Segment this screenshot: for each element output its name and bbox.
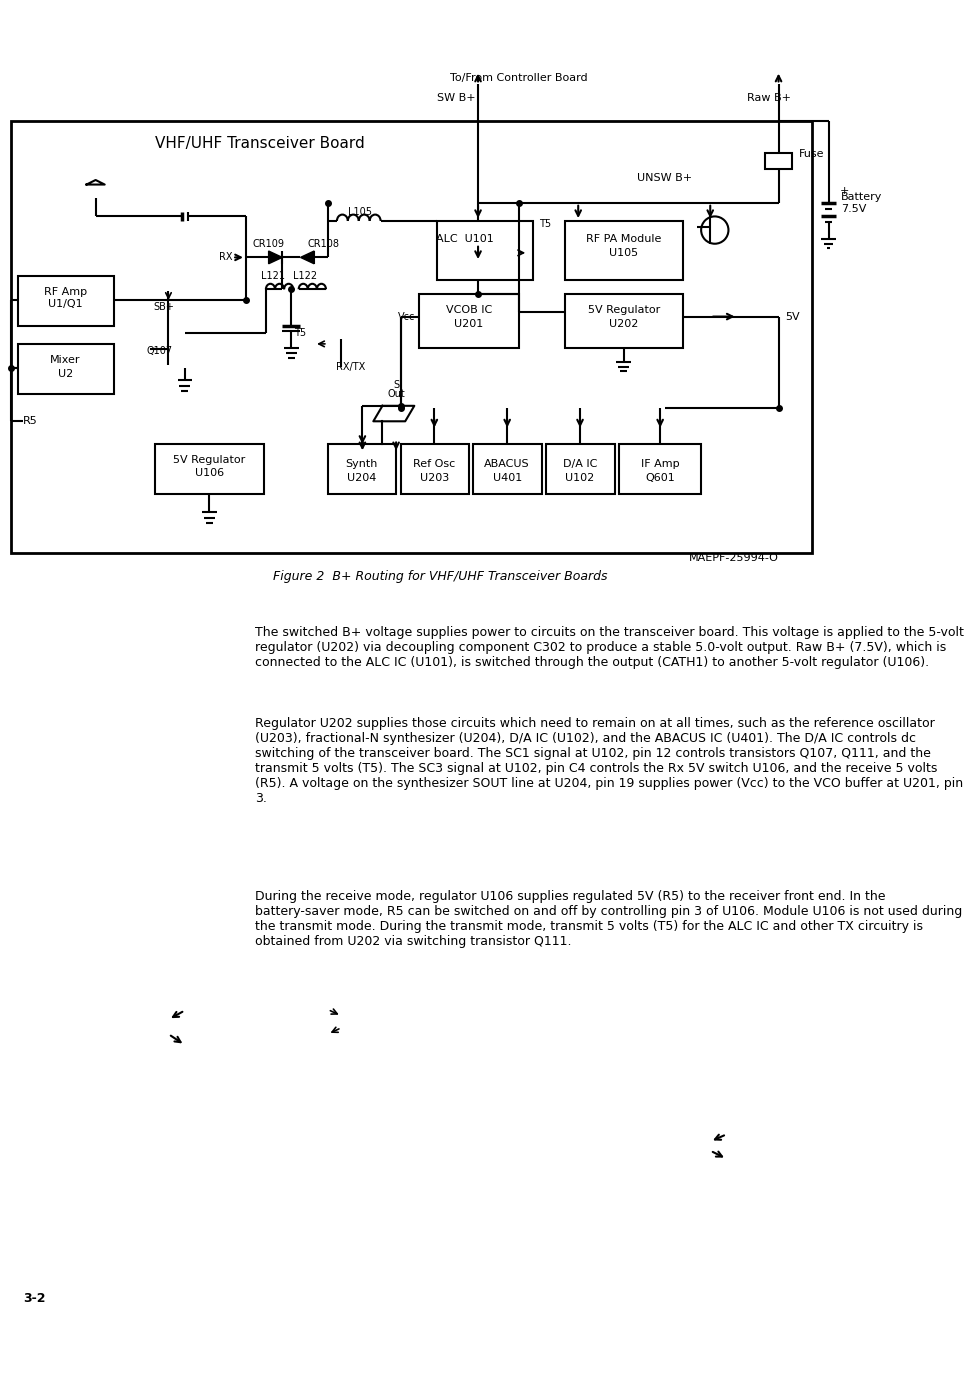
Polygon shape [86, 181, 105, 185]
Text: Raw B+: Raw B+ [746, 94, 791, 103]
Bar [765, 153, 792, 169]
Text: L121: L121 [261, 270, 286, 281]
Text: 5V Regulator: 5V Regulator [588, 305, 660, 316]
Text: D/A IC: D/A IC [562, 459, 597, 469]
Text: U201: U201 [454, 318, 484, 329]
Text: U401: U401 [493, 473, 522, 482]
Text: RF PA Module: RF PA Module [586, 234, 661, 244]
Text: Q601: Q601 [646, 473, 675, 482]
Bar [564, 220, 683, 280]
Bar [438, 220, 532, 280]
Text: L105: L105 [348, 207, 372, 216]
Text: Vcc: Vcc [398, 311, 415, 321]
Text: R5: R5 [23, 416, 38, 426]
Text: 5V: 5V [785, 311, 800, 321]
Text: U106: U106 [195, 469, 224, 478]
Text: RX/TX: RX/TX [336, 361, 365, 372]
Bar [18, 276, 114, 325]
Text: SW B+: SW B+ [438, 94, 475, 103]
Text: Fuse: Fuse [799, 149, 824, 160]
Text: T5: T5 [539, 219, 551, 229]
Text: U105: U105 [609, 248, 638, 258]
Text: Mixer: Mixer [50, 356, 80, 365]
Text: Synth: Synth [346, 459, 378, 469]
Text: VHF/UHF Transceiver Board: VHF/UHF Transceiver Board [155, 136, 365, 152]
Text: RF Amp: RF Amp [44, 287, 87, 298]
Bar [620, 444, 701, 495]
Text: Regulator U202 supplies those circuits which need to remain on at all times, suc: Regulator U202 supplies those circuits w… [255, 717, 963, 805]
Bar [155, 444, 264, 495]
Polygon shape [268, 251, 283, 263]
Text: U2: U2 [58, 369, 74, 379]
Bar [564, 294, 683, 349]
Polygon shape [300, 251, 315, 263]
Text: U204: U204 [347, 473, 377, 482]
Text: Q107: Q107 [146, 346, 172, 356]
Text: CR108: CR108 [307, 238, 339, 249]
Bar [473, 444, 542, 495]
Text: To/From Controller Board: To/From Controller Board [450, 73, 588, 83]
Text: SB+: SB+ [153, 303, 174, 313]
Text: 3-2: 3-2 [23, 1291, 45, 1305]
Bar [546, 444, 615, 495]
Text: CR109: CR109 [253, 238, 285, 249]
Text: ALC  U101: ALC U101 [436, 234, 494, 244]
Text: 5V Regulator: 5V Regulator [173, 455, 246, 464]
Text: Battery
7.5V: Battery 7.5V [841, 192, 883, 214]
Bar [419, 294, 519, 349]
Text: MAEPF-25994-O: MAEPF-25994-O [688, 553, 778, 562]
Text: IF Amp: IF Amp [641, 459, 680, 469]
Text: UNSW B+: UNSW B+ [637, 174, 692, 183]
Text: T5: T5 [294, 328, 307, 338]
Text: ABACUS: ABACUS [484, 459, 530, 469]
Text: L122: L122 [293, 270, 318, 281]
Text: S: S [393, 380, 399, 390]
Bar [18, 344, 114, 394]
Text: Figure 2  B+ Routing for VHF/UHF Transceiver Boards: Figure 2 B+ Routing for VHF/UHF Transcei… [274, 569, 608, 583]
Text: U203: U203 [420, 473, 449, 482]
Text: VCOB IC: VCOB IC [446, 305, 492, 316]
Text: U102: U102 [565, 473, 594, 482]
Text: The switched B+ voltage supplies power to circuits on the transceiver board. Thi: The switched B+ voltage supplies power t… [255, 626, 964, 670]
Text: Out: Out [387, 389, 405, 400]
Text: Ref Osc: Ref Osc [413, 459, 456, 469]
Text: During the receive mode, regulator U106 supplies regulated 5V (R5) to the receiv: During the receive mode, regulator U106 … [255, 890, 962, 948]
Text: +: + [839, 186, 849, 196]
Bar [11, 121, 812, 554]
Bar [328, 444, 396, 495]
Bar [401, 444, 469, 495]
Text: U202: U202 [609, 318, 639, 329]
Text: RX: RX [219, 252, 232, 262]
Text: U1/Q1: U1/Q1 [48, 299, 83, 309]
